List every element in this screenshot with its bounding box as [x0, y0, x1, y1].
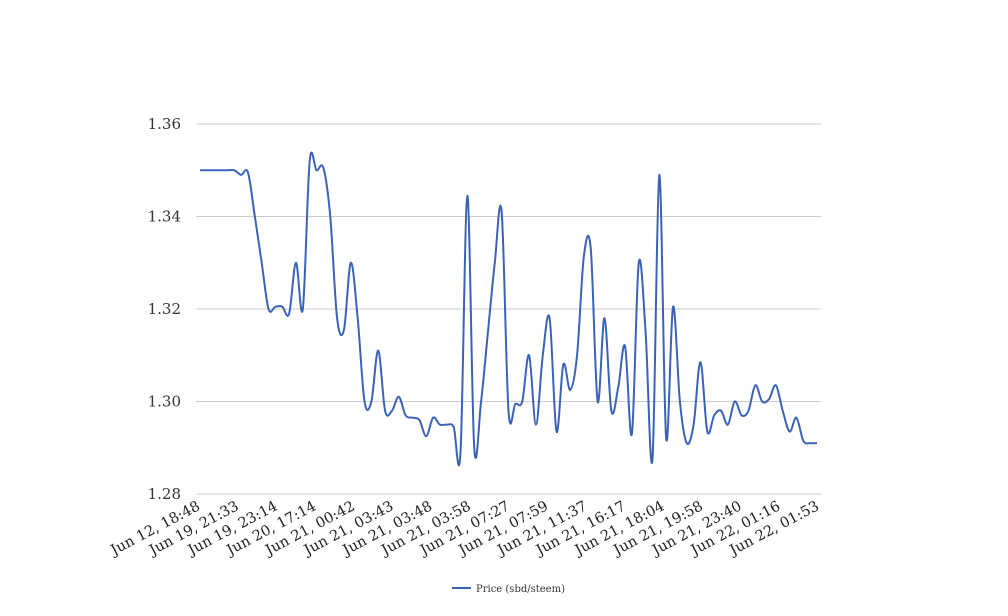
series-layer [199, 151, 818, 467]
legend-label: Price (sbd/steem) [476, 584, 565, 595]
y-tick-label: 1.34 [148, 208, 181, 226]
y-tick-label: 1.30 [148, 393, 181, 411]
y-axis-ticks: 1.28 1.30 1.32 1.34 1.36 [148, 115, 181, 503]
series-line-price [199, 151, 818, 467]
y-tick-label: 1.32 [148, 300, 181, 318]
legend: Price (sbd/steem) [452, 584, 565, 595]
y-tick-label: 1.28 [148, 485, 181, 503]
y-tick-label: 1.36 [148, 115, 181, 133]
